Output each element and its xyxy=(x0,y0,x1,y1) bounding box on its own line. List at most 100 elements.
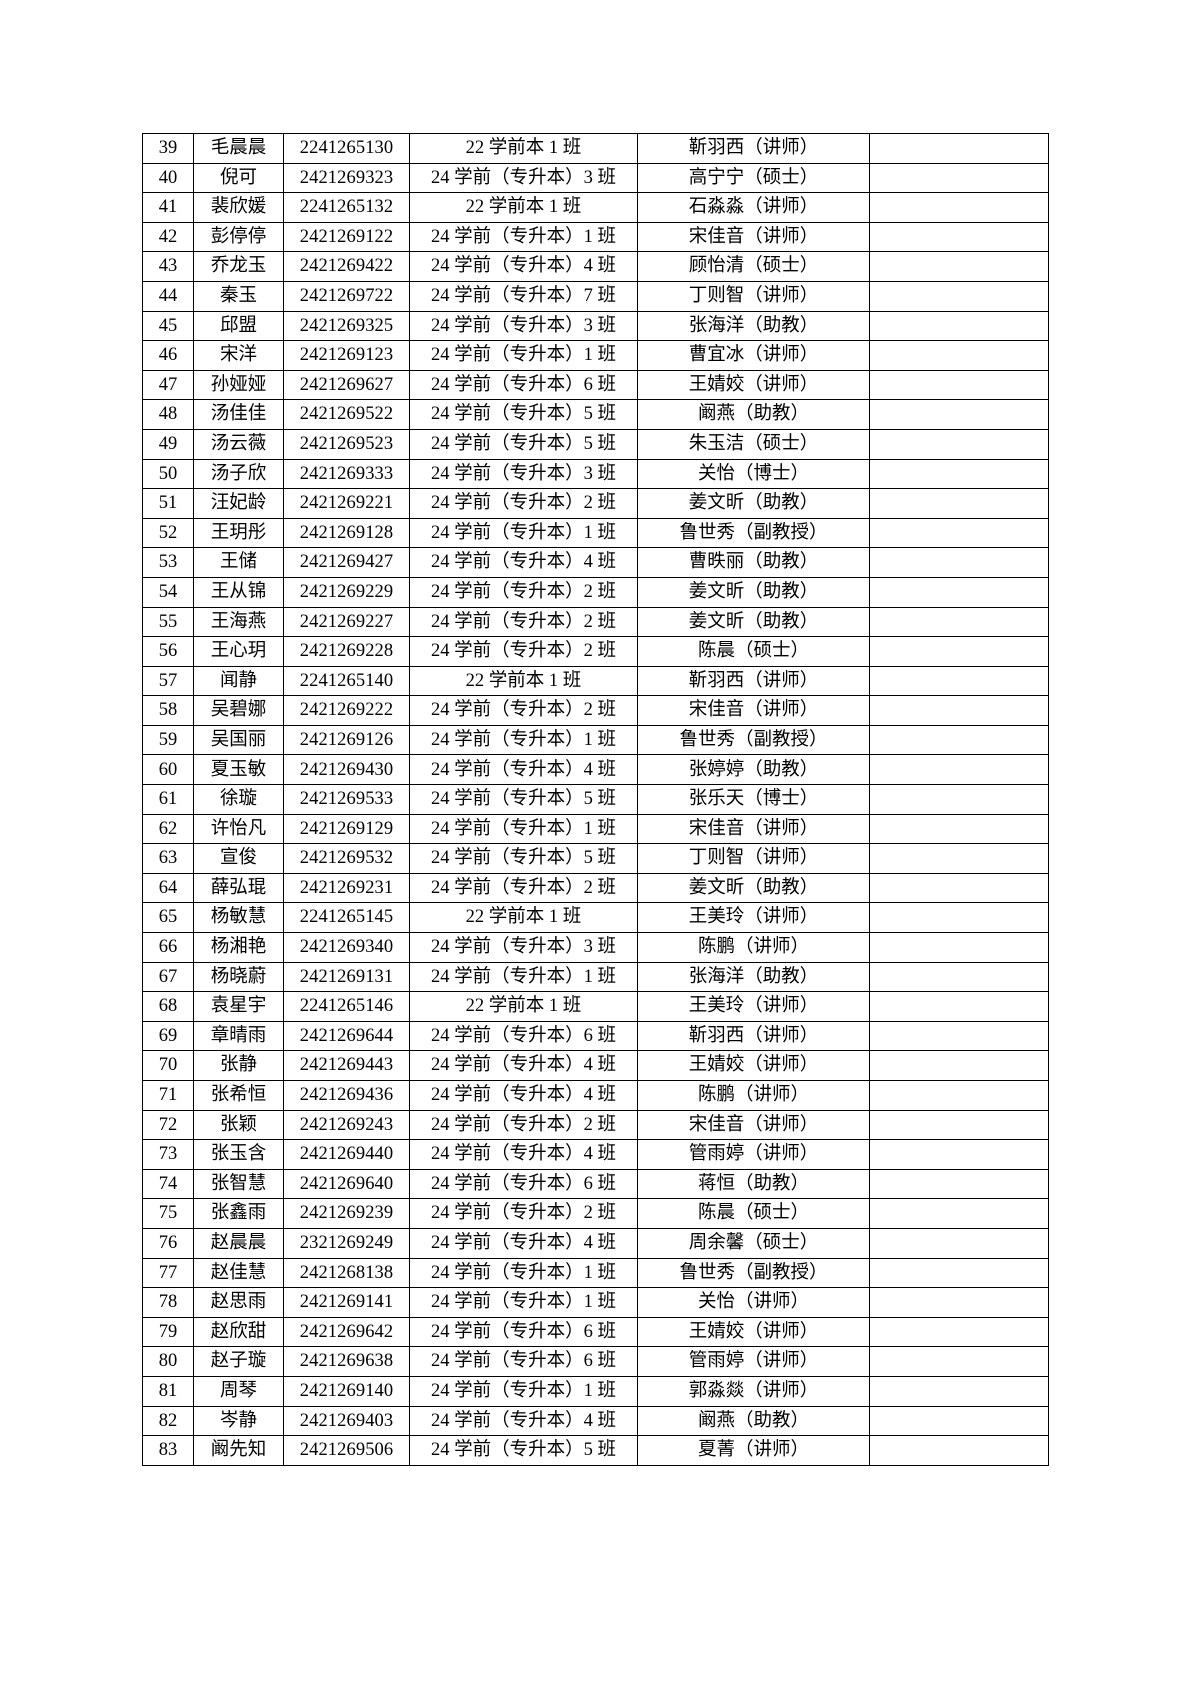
cell-class: 24 学前（专升本）1 班 xyxy=(409,724,638,756)
cell-student-name: 吴国丽 xyxy=(193,724,284,756)
cell-sequence: 58 xyxy=(142,695,194,726)
cell-note xyxy=(869,1109,1049,1141)
cell-mentor: 顾怡清（硕士） xyxy=(637,251,870,282)
cell-note xyxy=(869,428,1049,460)
cell-note xyxy=(869,724,1049,756)
cell-mentor: 王婧姣（讲师） xyxy=(637,1316,870,1348)
table-row: 69 章晴雨 2421269644 24 学前（专升本）6 班靳羽西（讲师） xyxy=(142,1020,1049,1052)
cell-sequence: 49 xyxy=(142,428,194,460)
cell-student-id: 2421269436 xyxy=(283,1080,410,1111)
cell-mentor: 陈晨（硕士） xyxy=(637,1198,870,1229)
student-roster-table: 39 毛晨晨 2241265130 22 学前本 1 班靳羽西（讲师） 40 倪可 2421… xyxy=(142,133,1049,1466)
cell-sequence: 74 xyxy=(142,1168,194,1200)
cell-class: 22 学前本 1 班 xyxy=(409,991,638,1022)
cell-class: 24 学前（专升本）1 班 xyxy=(409,1257,638,1289)
cell-student-id: 2421269131 xyxy=(283,961,410,993)
cell-student-id: 2421269422 xyxy=(283,251,410,282)
cell-mentor: 宋佳音（讲师） xyxy=(637,1109,870,1141)
cell-student-id: 2421269722 xyxy=(283,280,410,312)
cell-sequence: 63 xyxy=(142,843,194,874)
cell-student-name: 孙娅娅 xyxy=(193,369,284,401)
cell-mentor: 王婧姣（讲师） xyxy=(637,369,870,401)
cell-sequence: 64 xyxy=(142,872,194,904)
cell-student-name: 宣俊 xyxy=(193,843,284,874)
cell-class: 24 学前（专升本）4 班 xyxy=(409,547,638,578)
cell-note xyxy=(869,1139,1049,1170)
table-row: 78 赵思雨 2421269141 24 学前（专升本）1 班关怡（讲师） xyxy=(142,1287,1049,1318)
table-row: 43 乔龙玉 2421269422 24 学前（专升本）4 班顾怡清（硕士） xyxy=(142,251,1049,282)
table-row: 65 杨敏慧 2241265145 22 学前本 1 班王美玲（讲师） xyxy=(142,902,1049,934)
cell-student-id: 2241265146 xyxy=(283,991,410,1022)
table-row: 58 吴碧娜 2421269222 24 学前（专升本）2 班宋佳音（讲师） xyxy=(142,695,1049,726)
cell-student-name: 赵欣甜 xyxy=(193,1316,284,1348)
cell-student-id: 2421269638 xyxy=(283,1346,410,1377)
cell-note xyxy=(869,636,1049,667)
cell-mentor: 张婷婷（助教） xyxy=(637,754,870,786)
table-row: 68 袁星宇 2241265146 22 学前本 1 班王美玲（讲师） xyxy=(142,991,1049,1022)
cell-mentor: 鲁世秀（副教授） xyxy=(637,517,870,549)
cell-sequence: 81 xyxy=(142,1375,194,1407)
cell-student-id: 2421269640 xyxy=(283,1168,410,1200)
cell-student-name: 王海燕 xyxy=(193,606,284,638)
cell-class: 24 学前（专升本）2 班 xyxy=(409,872,638,904)
cell-mentor: 高宁宁（硕士） xyxy=(637,162,870,194)
cell-class: 24 学前（专升本）4 班 xyxy=(409,1405,638,1437)
table-row: 83 阚先知 2421269506 24 学前（专升本）5 班夏菁（讲师） xyxy=(142,1435,1049,1466)
cell-student-name: 赵子璇 xyxy=(193,1346,284,1377)
cell-note xyxy=(869,221,1049,253)
cell-note xyxy=(869,1080,1049,1111)
cell-student-id: 2421269403 xyxy=(283,1405,410,1437)
cell-note xyxy=(869,1405,1049,1437)
cell-mentor: 王美玲（讲师） xyxy=(637,902,870,934)
cell-student-id: 2421269427 xyxy=(283,547,410,578)
cell-student-id: 2421269443 xyxy=(283,1050,410,1081)
cell-student-id: 2421269430 xyxy=(283,754,410,786)
cell-note xyxy=(869,1050,1049,1081)
cell-sequence: 53 xyxy=(142,547,194,578)
cell-sequence: 65 xyxy=(142,902,194,934)
cell-class: 24 学前（专升本）3 班 xyxy=(409,310,638,342)
cell-student-id: 2421269228 xyxy=(283,636,410,667)
cell-student-name: 徐璇 xyxy=(193,784,284,815)
cell-student-name: 杨湘艳 xyxy=(193,932,284,963)
cell-student-id: 2421269323 xyxy=(283,162,410,194)
cell-student-name: 裴欣媛 xyxy=(193,192,284,223)
cell-note xyxy=(869,162,1049,194)
cell-sequence: 50 xyxy=(142,458,194,490)
cell-student-id: 2421269532 xyxy=(283,843,410,874)
table-row: 72 张颖 2421269243 24 学前（专升本）2 班宋佳音（讲师） xyxy=(142,1109,1049,1141)
cell-sequence: 52 xyxy=(142,517,194,549)
cell-sequence: 70 xyxy=(142,1050,194,1081)
cell-class: 24 学前（专升本）3 班 xyxy=(409,932,638,963)
cell-class: 24 学前（专升本）4 班 xyxy=(409,251,638,282)
table-row: 76 赵晨晨 2321269249 24 学前（专升本）4 班周余馨（硕士） xyxy=(142,1227,1049,1259)
cell-student-name: 乔龙玉 xyxy=(193,251,284,282)
cell-mentor: 曹宜冰（讲师） xyxy=(637,340,870,371)
cell-class: 22 学前本 1 班 xyxy=(409,133,638,164)
cell-student-name: 袁星宇 xyxy=(193,991,284,1022)
cell-student-id: 2421269627 xyxy=(283,369,410,401)
cell-note xyxy=(869,1435,1049,1466)
cell-student-id: 2421269126 xyxy=(283,724,410,756)
cell-note xyxy=(869,991,1049,1022)
cell-student-name: 王储 xyxy=(193,547,284,578)
cell-mentor: 郭淼燚（讲师） xyxy=(637,1375,870,1407)
cell-sequence: 69 xyxy=(142,1020,194,1052)
cell-student-name: 阚先知 xyxy=(193,1435,284,1466)
cell-student-id: 2421269642 xyxy=(283,1316,410,1348)
cell-mentor: 管雨婷（讲师） xyxy=(637,1346,870,1377)
cell-note xyxy=(869,251,1049,282)
cell-class: 24 学前（专升本）5 班 xyxy=(409,1435,638,1466)
cell-student-id: 2421269239 xyxy=(283,1198,410,1229)
cell-student-id: 2421269644 xyxy=(283,1020,410,1052)
cell-note xyxy=(869,961,1049,993)
table-row: 49 汤云薇 2421269523 24 学前（专升本）5 班朱玉洁（硕士） xyxy=(142,428,1049,460)
table-row: 80 赵子璇 2421269638 24 学前（专升本）6 班管雨婷（讲师） xyxy=(142,1346,1049,1377)
cell-note xyxy=(869,784,1049,815)
cell-mentor: 姜文昕（助教） xyxy=(637,488,870,519)
cell-student-id: 2421269222 xyxy=(283,695,410,726)
cell-mentor: 朱玉洁（硕士） xyxy=(637,428,870,460)
cell-mentor: 姜文昕（助教） xyxy=(637,576,870,608)
cell-student-name: 吴碧娜 xyxy=(193,695,284,726)
